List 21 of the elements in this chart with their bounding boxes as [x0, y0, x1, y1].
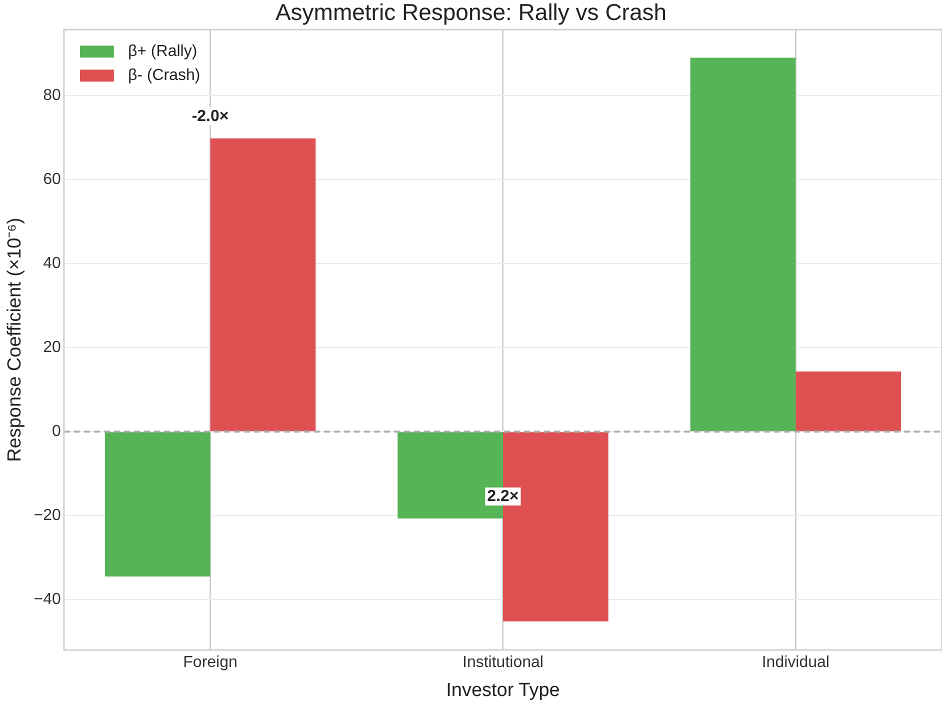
y-tick-label: −40 — [34, 591, 62, 608]
y-tick-label: 0 — [52, 422, 62, 440]
x-tick-label: Institutional — [462, 654, 544, 672]
annotation: -2.0× — [192, 108, 229, 125]
bar — [210, 138, 316, 432]
y-tick-label: 80 — [43, 86, 62, 104]
bar — [796, 372, 902, 432]
bar — [690, 58, 796, 432]
x-tick-label: Foreign — [183, 654, 238, 672]
x-axis-title: Investor Type — [446, 680, 560, 701]
annotation: 2.2× — [487, 488, 519, 505]
y-axis-title: Response Coefficient (×10⁻⁶) — [4, 218, 26, 462]
chart-title: Asymmetric Response: Rally vs Crash — [275, 0, 667, 26]
bar — [104, 432, 210, 576]
legend-label: β- (Crash) — [128, 67, 200, 84]
legend-label: β+ (Rally) — [128, 43, 198, 60]
y-tick-label: 20 — [43, 338, 62, 356]
y-tick-label: 60 — [43, 170, 62, 188]
y-tick-label: −20 — [34, 506, 62, 524]
x-tick-label: Individual — [762, 654, 830, 672]
y-tick-label: 40 — [43, 254, 62, 272]
